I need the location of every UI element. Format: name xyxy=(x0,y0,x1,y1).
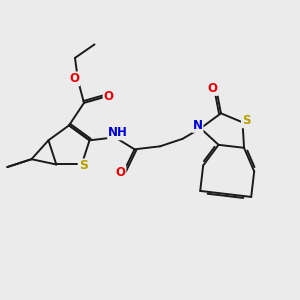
Text: O: O xyxy=(69,72,80,86)
Text: O: O xyxy=(208,82,218,95)
Text: O: O xyxy=(116,166,125,179)
Text: S: S xyxy=(79,160,88,172)
Text: N: N xyxy=(193,119,202,132)
Text: O: O xyxy=(103,90,114,104)
Text: NH: NH xyxy=(108,126,128,139)
Text: S: S xyxy=(242,114,250,127)
